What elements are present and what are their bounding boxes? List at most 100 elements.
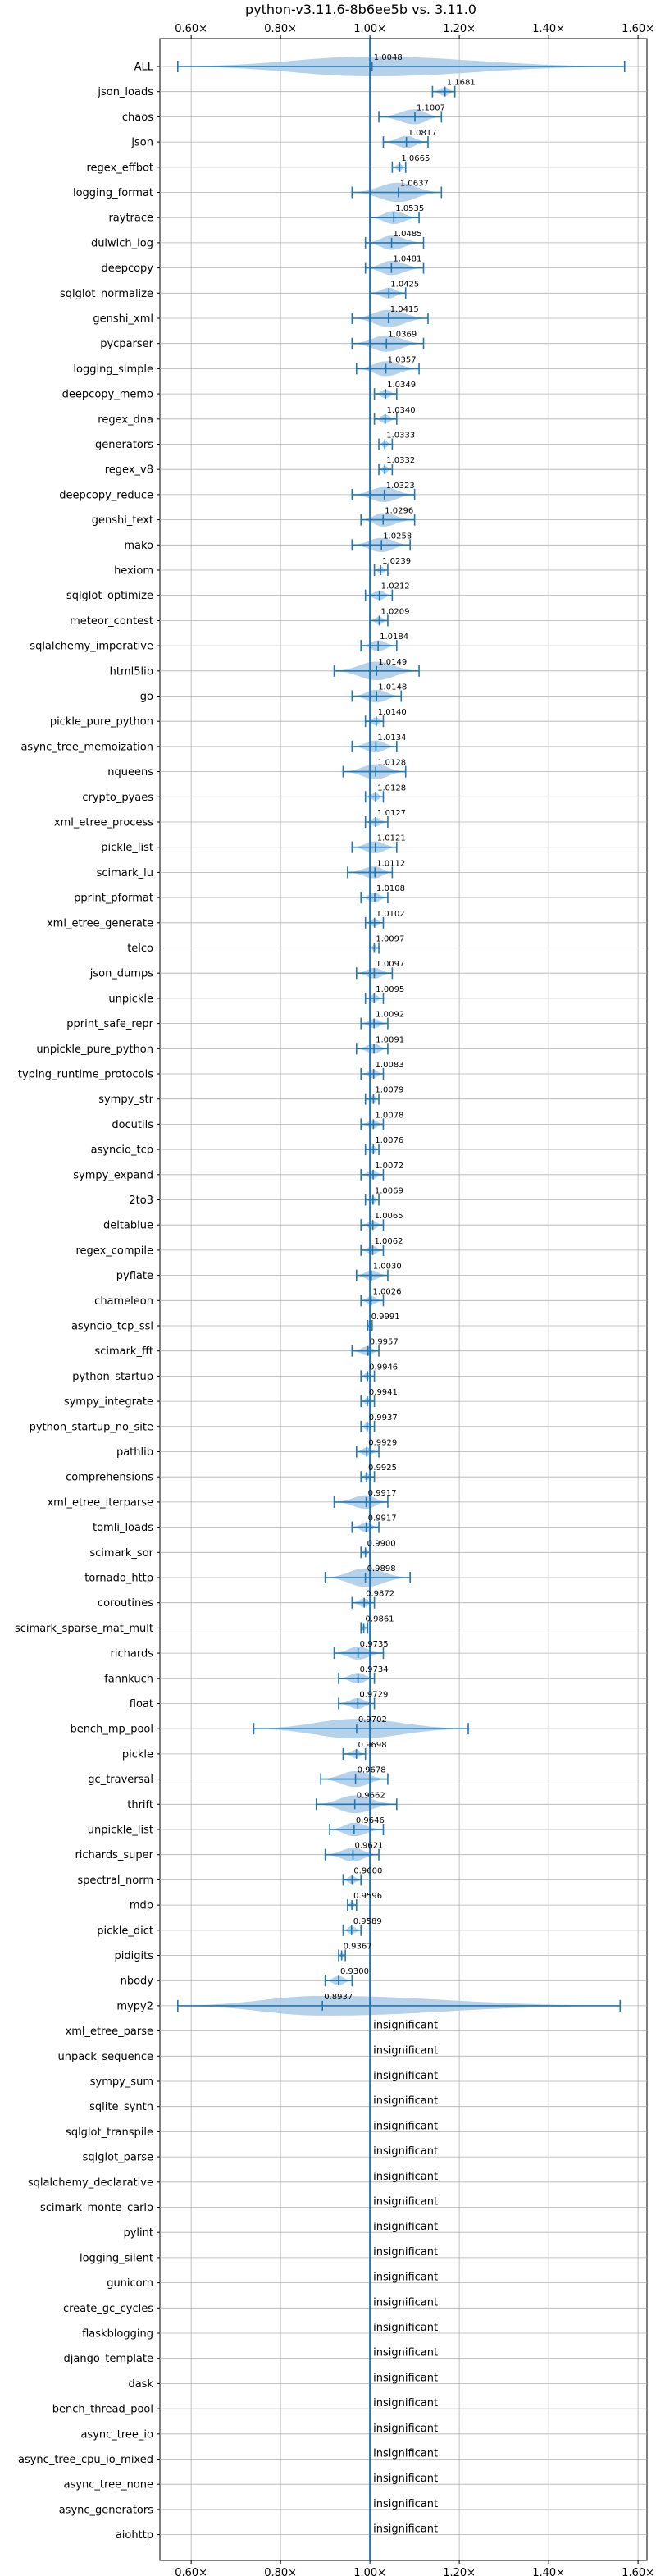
benchmark-label: regex_compile bbox=[75, 1245, 153, 1257]
x-tick-label-top: 1.40× bbox=[532, 23, 565, 35]
benchmark-label: unpickle bbox=[108, 993, 153, 1005]
median-annotation: 1.0369 bbox=[388, 331, 417, 340]
benchmark-label: meteor_contest bbox=[70, 615, 153, 628]
benchmark-label: python_startup_no_site bbox=[30, 1421, 153, 1433]
median-annotation: 1.0485 bbox=[394, 230, 422, 239]
benchmark-label: thrift bbox=[127, 1799, 153, 1811]
benchmark-label: sqlite_synth bbox=[89, 2101, 153, 2113]
benchmark-label: typing_runtime_protocols bbox=[18, 1069, 153, 1081]
median-annotation: 1.0128 bbox=[377, 783, 406, 792]
median-annotation: 1.0026 bbox=[373, 1287, 402, 1296]
median-annotation: 1.0817 bbox=[408, 129, 437, 138]
median-annotation: 0.9367 bbox=[344, 1943, 372, 1952]
benchmark-label: logging_simple bbox=[73, 363, 153, 376]
median-annotation: 1.0349 bbox=[387, 381, 416, 390]
benchmark-label: telco bbox=[127, 943, 153, 955]
median-annotation: 1.0665 bbox=[401, 154, 430, 163]
benchmark-label: nbody bbox=[121, 1975, 154, 1988]
x-tick-label-top: 1.00× bbox=[353, 23, 386, 35]
benchmark-label: sqlalchemy_imperative bbox=[30, 641, 153, 653]
median-annotation: 1.0127 bbox=[377, 809, 406, 818]
benchmark-label: gunicorn bbox=[107, 2277, 153, 2290]
benchmark-label: deepcopy_reduce bbox=[59, 489, 153, 501]
median-annotation: 1.0092 bbox=[376, 1011, 404, 1020]
benchmark-label: ALL bbox=[134, 62, 154, 74]
insignificant-label: insignificant bbox=[373, 2120, 438, 2132]
benchmark-label: scimark_sparse_mat_mult bbox=[15, 1623, 153, 1635]
median-annotation: 1.1007 bbox=[417, 103, 445, 112]
benchmark-label: xml_etree_process bbox=[54, 817, 153, 829]
median-annotation: 1.0148 bbox=[378, 683, 407, 692]
median-annotation: 1.0079 bbox=[375, 1086, 403, 1095]
benchmark-label: sqlglot_parse bbox=[83, 2152, 153, 2164]
median-annotation: 1.0128 bbox=[377, 759, 406, 768]
benchmark-label: go bbox=[140, 691, 153, 703]
median-annotation: 1.0239 bbox=[382, 557, 411, 566]
median-annotation: 0.9991 bbox=[371, 1313, 400, 1322]
median-annotation: 1.0149 bbox=[378, 658, 407, 667]
benchmark-label: sympy_expand bbox=[73, 1169, 153, 1181]
insignificant-label: insignificant bbox=[373, 2070, 438, 2082]
benchmark-label: bench_thread_pool bbox=[52, 2404, 153, 2416]
benchmark-label: bench_mp_pool bbox=[70, 1724, 153, 1736]
insignificant-label: insignificant bbox=[373, 2095, 438, 2108]
median-annotation: 0.9646 bbox=[356, 1816, 385, 1825]
median-annotation: 0.9729 bbox=[359, 1691, 388, 1700]
x-tick-label-bottom: 1.40× bbox=[532, 2567, 565, 2576]
benchmark-label: genshi_xml bbox=[93, 313, 153, 326]
benchmark-label: deepcopy bbox=[101, 263, 153, 275]
benchmark-label: tomli_loads bbox=[93, 1522, 153, 1534]
benchmark-label: chaos bbox=[122, 112, 153, 124]
median-annotation: 0.9946 bbox=[369, 1363, 398, 1372]
median-annotation: 1.0333 bbox=[386, 432, 415, 441]
median-annotation: 1.0062 bbox=[375, 1237, 403, 1246]
benchmark-label: generators bbox=[95, 439, 153, 451]
median-annotation: 1.0078 bbox=[375, 1111, 403, 1120]
benchmark-label: sqlglot_transpile bbox=[66, 2126, 153, 2139]
median-annotation: 1.0415 bbox=[390, 305, 419, 314]
benchmark-label: pyflate bbox=[116, 1270, 153, 1282]
benchmark-label: hexiom bbox=[114, 565, 153, 578]
median-annotation: 1.1681 bbox=[447, 79, 476, 88]
benchmark-label: async_tree_io bbox=[80, 2428, 153, 2441]
benchmark-label: comprehensions bbox=[66, 1472, 153, 1484]
x-axis-bottom: 0.60× 0.80× 1.00× 1.20× 1.40× 1.60× bbox=[175, 2560, 654, 2576]
benchmark-label: logging_silent bbox=[80, 2252, 153, 2264]
benchmark-label: xml_etree_generate bbox=[47, 917, 153, 929]
x-tick-label-bottom: 0.60× bbox=[175, 2567, 207, 2576]
median-annotation: 1.0097 bbox=[376, 960, 404, 969]
benchmark-label: sympy_str bbox=[98, 1094, 153, 1106]
benchmark-label: pickle_dict bbox=[97, 1925, 153, 1937]
benchmark-label: regex_v8 bbox=[105, 464, 153, 477]
insignificant-label: insignificant bbox=[373, 2322, 438, 2334]
benchmark-label: async_tree_cpu_io_mixed bbox=[18, 2454, 153, 2466]
median-annotation: 0.9925 bbox=[368, 1464, 397, 1473]
benchmark-label: regex_dna bbox=[98, 413, 153, 426]
benchmark-label: fannkuch bbox=[104, 1673, 153, 1685]
median-annotation: 0.9621 bbox=[354, 1842, 383, 1851]
median-annotation: 0.9941 bbox=[369, 1388, 398, 1397]
median-annotation: 1.0108 bbox=[376, 884, 405, 893]
chart-title: python-v3.11.6-8b6ee5b vs. 3.11.0 bbox=[245, 2, 476, 17]
median-annotation: 0.9300 bbox=[340, 1967, 369, 1976]
median-annotation: 0.9917 bbox=[368, 1514, 397, 1523]
insignificant-label: insignificant bbox=[373, 2246, 438, 2259]
benchmark-label: nqueens bbox=[107, 766, 153, 779]
benchmark-label: scimark_lu bbox=[97, 867, 153, 879]
insignificant-label: insignificant bbox=[373, 2523, 438, 2536]
insignificant-label: insignificant bbox=[373, 2423, 438, 2435]
grid-layer bbox=[160, 39, 647, 2560]
insignificant-label: insignificant bbox=[373, 2397, 438, 2409]
benchmark-label: html5lib bbox=[110, 665, 153, 678]
insignificant-label: insignificant bbox=[373, 2020, 438, 2032]
median-annotation: 0.9735 bbox=[360, 1640, 389, 1649]
insignificant-label: insignificant bbox=[373, 2498, 438, 2510]
benchmark-label: python_startup bbox=[72, 1371, 153, 1383]
benchmark-label: async_tree_none bbox=[64, 2479, 153, 2492]
benchmark-label: genshi_text bbox=[92, 514, 153, 527]
median-annotation: 1.0091 bbox=[376, 1035, 404, 1044]
benchmark-label: deltablue bbox=[103, 1220, 153, 1232]
median-annotation: 0.9917 bbox=[368, 1489, 397, 1498]
insignificant-label: insignificant bbox=[373, 2145, 438, 2158]
x-tick-label-bottom: 0.80× bbox=[264, 2567, 297, 2576]
